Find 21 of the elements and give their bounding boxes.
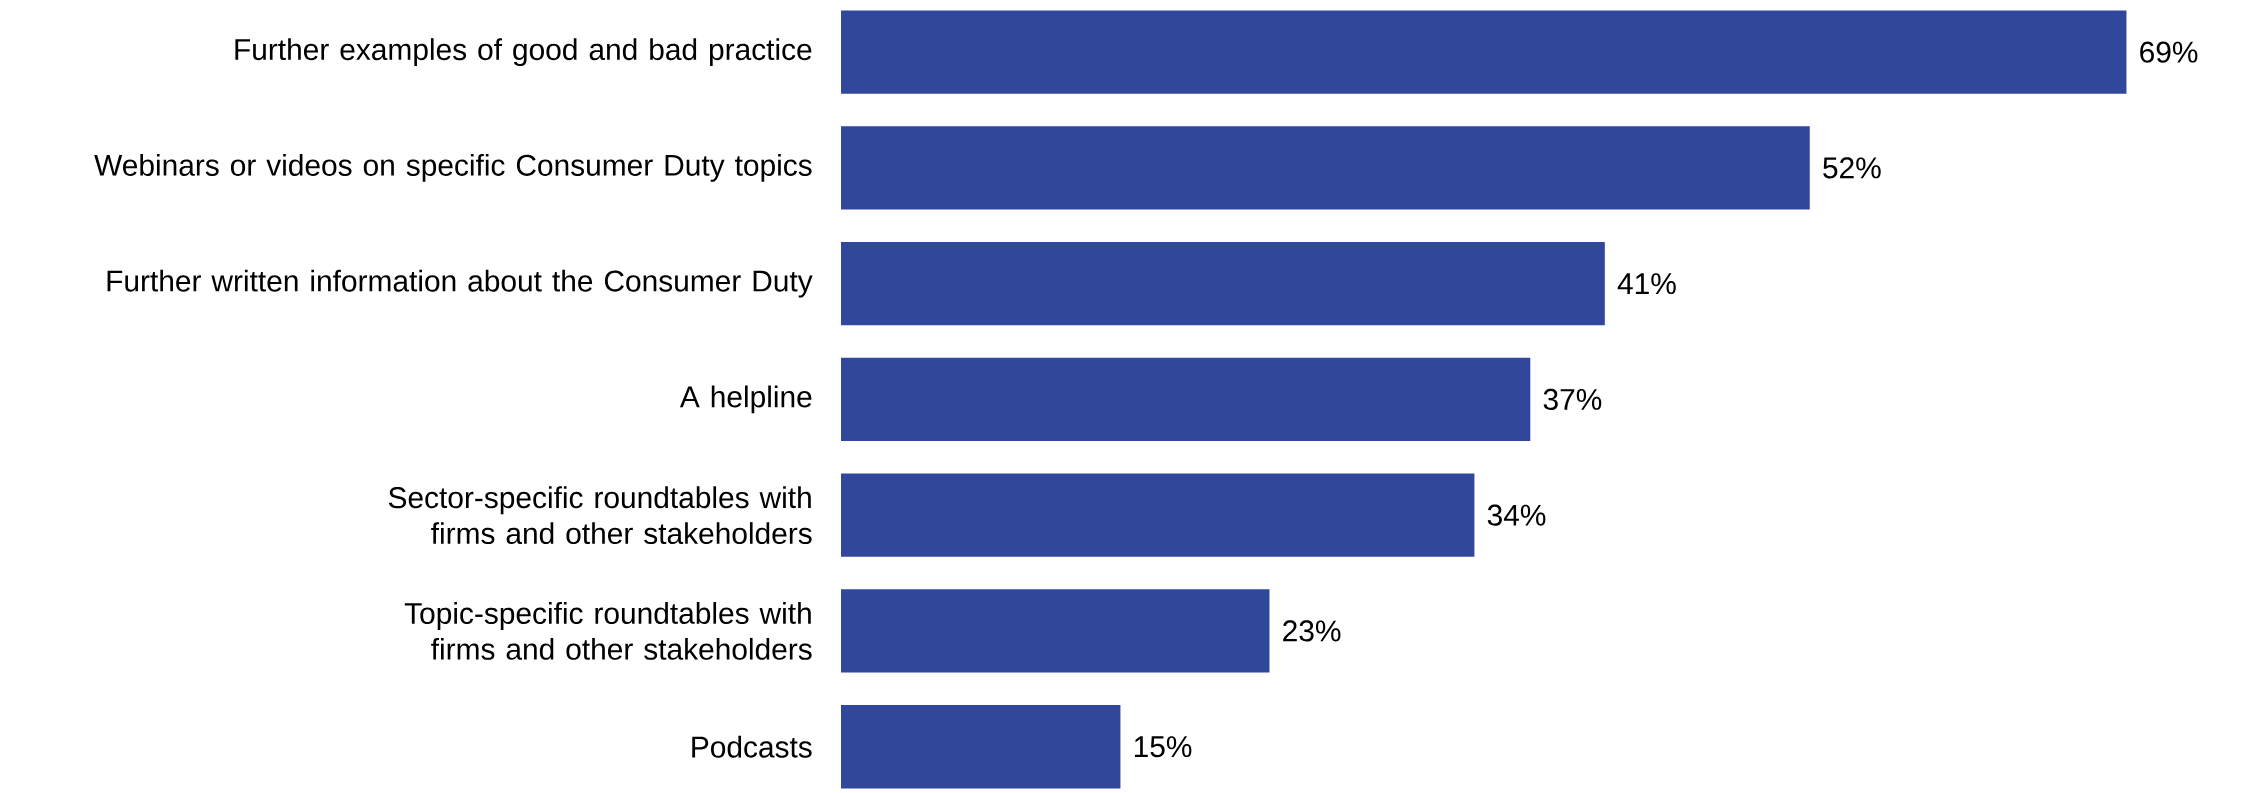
y-tick-label: Topic-specific roundtables with firms and other stakeholders (404, 602, 812, 660)
y-tick-label: Podcasts (692, 735, 812, 758)
bar (840, 705, 1121, 789)
y-tick-label: Webinars or videos on specific Consumer Duty topics (94, 153, 812, 182)
bar (840, 357, 1531, 442)
data-label: 34% (1487, 504, 1546, 526)
bar (840, 126, 1810, 210)
bar (840, 589, 1270, 673)
y-tick-label: Sector-specific roundtables with firms and other stakeholders (388, 486, 812, 545)
bar (840, 241, 1605, 326)
data-label: 37% (1543, 388, 1602, 410)
bar (840, 473, 1475, 557)
y-tick-label: Further examples of good and bad practice (235, 38, 812, 67)
data-label: 23% (1283, 620, 1341, 642)
y-tick-label: A helpline (679, 385, 812, 414)
data-label: 15% (1134, 736, 1192, 758)
y-tick-label: Further written information about the Consumer Duty (107, 269, 813, 298)
data-label: 41% (1617, 273, 1676, 295)
data-label: 52% (1823, 157, 1881, 179)
data-label: 69% (2140, 41, 2198, 63)
bar (840, 10, 2127, 94)
